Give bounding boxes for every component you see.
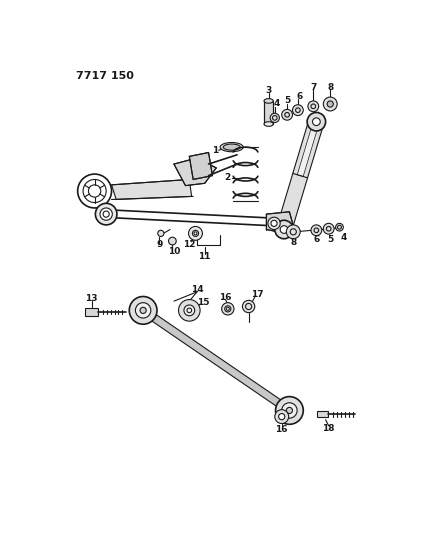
- Text: 4: 4: [341, 233, 347, 243]
- Circle shape: [282, 109, 292, 120]
- Text: 18: 18: [322, 424, 335, 433]
- Circle shape: [292, 105, 303, 116]
- Text: 1: 1: [211, 146, 218, 155]
- Ellipse shape: [223, 144, 240, 150]
- Ellipse shape: [264, 122, 273, 126]
- Circle shape: [169, 237, 176, 245]
- Circle shape: [275, 410, 288, 424]
- Polygon shape: [174, 158, 216, 185]
- Circle shape: [323, 97, 337, 111]
- Circle shape: [327, 101, 333, 107]
- Circle shape: [222, 303, 234, 315]
- Circle shape: [158, 230, 164, 237]
- Text: 11: 11: [199, 252, 211, 261]
- Ellipse shape: [220, 142, 243, 152]
- Circle shape: [100, 208, 112, 220]
- Polygon shape: [297, 121, 319, 176]
- Circle shape: [225, 306, 231, 312]
- Text: 12: 12: [183, 240, 196, 248]
- Text: 8: 8: [290, 238, 297, 247]
- Circle shape: [307, 112, 326, 131]
- Polygon shape: [266, 212, 293, 232]
- Circle shape: [286, 225, 300, 239]
- Circle shape: [135, 303, 151, 318]
- Circle shape: [336, 223, 343, 231]
- Circle shape: [279, 414, 285, 419]
- Circle shape: [311, 225, 322, 236]
- Polygon shape: [276, 119, 324, 232]
- Text: 5: 5: [327, 235, 333, 244]
- Circle shape: [95, 203, 117, 225]
- Circle shape: [276, 397, 303, 424]
- Polygon shape: [189, 152, 212, 180]
- Text: 9: 9: [156, 240, 163, 249]
- Circle shape: [270, 113, 279, 123]
- Text: 14: 14: [191, 285, 203, 294]
- Text: 5: 5: [284, 96, 290, 106]
- Circle shape: [140, 308, 146, 313]
- Circle shape: [242, 301, 255, 313]
- Circle shape: [323, 223, 334, 234]
- Circle shape: [271, 220, 277, 227]
- Circle shape: [308, 101, 319, 112]
- Text: 6: 6: [313, 235, 319, 244]
- Text: 7: 7: [310, 83, 316, 92]
- Text: 10: 10: [168, 247, 180, 256]
- Text: 13: 13: [85, 294, 98, 303]
- Circle shape: [184, 305, 195, 316]
- Text: 2: 2: [225, 173, 231, 182]
- Circle shape: [280, 225, 288, 233]
- Circle shape: [129, 296, 157, 324]
- Text: 7717 150: 7717 150: [76, 71, 134, 81]
- Circle shape: [189, 227, 202, 240]
- Circle shape: [312, 118, 320, 126]
- Text: 16: 16: [276, 425, 288, 434]
- Circle shape: [275, 220, 293, 239]
- Circle shape: [282, 403, 297, 418]
- Text: 4: 4: [273, 100, 279, 109]
- Circle shape: [286, 407, 292, 414]
- Text: 6: 6: [296, 92, 303, 101]
- Text: 8: 8: [327, 83, 333, 92]
- Text: 3: 3: [265, 86, 272, 95]
- Circle shape: [193, 230, 199, 237]
- Text: 16: 16: [219, 293, 232, 302]
- Ellipse shape: [264, 99, 273, 103]
- Polygon shape: [112, 180, 192, 199]
- Circle shape: [178, 300, 200, 321]
- Text: 17: 17: [251, 290, 263, 300]
- Circle shape: [268, 217, 280, 230]
- Text: 15: 15: [197, 298, 209, 307]
- Polygon shape: [141, 307, 291, 414]
- Polygon shape: [85, 308, 98, 316]
- Polygon shape: [317, 411, 328, 417]
- Polygon shape: [264, 101, 273, 124]
